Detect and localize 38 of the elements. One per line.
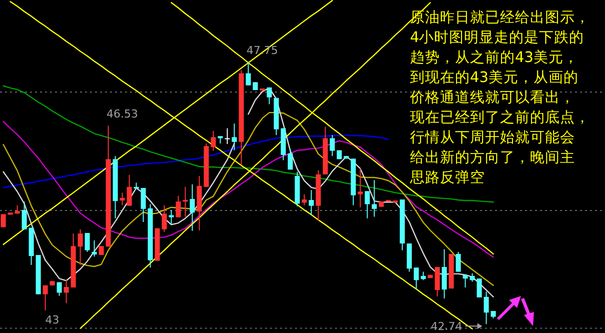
annotation: 46.53 (106, 108, 138, 121)
candlestick (92, 240, 97, 258)
candlestick (84, 232, 90, 252)
candlestick (442, 248, 447, 299)
candlestick (42, 284, 48, 311)
candlestick (476, 278, 482, 298)
candlestick (456, 251, 461, 272)
candlestick (162, 204, 167, 232)
candlestick (22, 201, 27, 230)
candlestick (462, 274, 468, 288)
candlestick (120, 192, 125, 206)
annotation: 43 (45, 313, 60, 326)
candlestick (140, 187, 146, 222)
candlestick (330, 134, 335, 157)
candlestick (232, 123, 237, 151)
candlestick (0, 214, 6, 228)
candlestick (414, 267, 419, 290)
candlestick (246, 61, 251, 86)
candlestick (364, 190, 370, 219)
candlestick (182, 186, 188, 218)
candlestick (176, 195, 181, 218)
candlestick (190, 184, 195, 232)
candlestick (484, 291, 489, 325)
candlestick (302, 194, 307, 206)
candlestick (56, 282, 62, 296)
candlestick (358, 168, 363, 208)
candlestick (288, 148, 293, 170)
candlestick (168, 209, 174, 225)
candlestick (266, 86, 272, 105)
candlestick (224, 128, 230, 144)
candlestick (308, 190, 314, 216)
candlestick (64, 279, 69, 304)
candlestick (372, 180, 377, 218)
candlestick (126, 174, 132, 206)
candlestick (210, 130, 216, 152)
annotation: 42.74 (430, 320, 462, 333)
candlestick (78, 228, 83, 266)
candlestick (434, 266, 440, 297)
